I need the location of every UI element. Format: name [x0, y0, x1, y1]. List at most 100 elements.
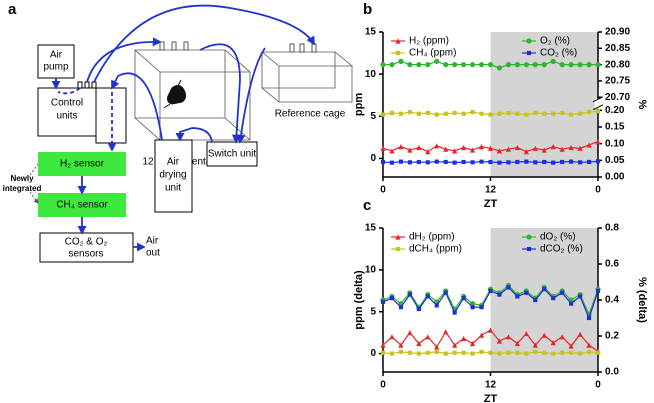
- marker: [452, 62, 458, 68]
- marker: [416, 159, 421, 165]
- marker: [488, 159, 493, 165]
- marker: [487, 62, 494, 68]
- marker: [496, 148, 503, 154]
- y-tick-label: 15: [365, 27, 377, 38]
- marker: [407, 147, 413, 153]
- marker: [425, 294, 430, 299]
- cage-label: Reference cage: [275, 109, 346, 120]
- marker: [586, 110, 592, 115]
- marker: [515, 111, 520, 116]
- marker: [479, 349, 484, 354]
- marker: [461, 144, 467, 151]
- marker: [389, 351, 395, 356]
- marker: [523, 330, 529, 337]
- marker: [452, 342, 458, 348]
- y2-tick-label: 0.00: [605, 172, 625, 183]
- marker: [452, 350, 457, 355]
- marker: [407, 160, 412, 165]
- marker: [434, 58, 440, 64]
- marker: [443, 111, 448, 116]
- marker: [569, 112, 574, 117]
- ch4-sensor-box: [38, 193, 126, 217]
- marker: [395, 234, 401, 240]
- marker: [398, 305, 403, 310]
- x-tick-label: 12: [485, 380, 497, 391]
- box-label: sensors: [68, 249, 103, 260]
- box-label: Air: [50, 50, 63, 61]
- marker: [560, 290, 565, 295]
- marker: [416, 340, 422, 347]
- marker: [416, 62, 422, 68]
- marker: [578, 111, 583, 116]
- y-tick-label: 5: [370, 306, 376, 317]
- y2-tick-label: 0.15: [605, 122, 625, 133]
- marker: [425, 160, 430, 165]
- axis-break: [592, 96, 604, 111]
- switch-unit-box: [206, 141, 258, 167]
- marker: [577, 331, 583, 337]
- marker: [398, 159, 403, 164]
- marker: [497, 111, 502, 116]
- marker: [526, 246, 532, 252]
- marker: [560, 159, 565, 165]
- marker: [469, 301, 476, 307]
- x-tick-label: 0: [380, 380, 386, 391]
- box-label: CO₂ & O₂: [65, 237, 108, 248]
- marker: [470, 351, 475, 356]
- marker: [488, 350, 493, 355]
- marker: [595, 62, 601, 68]
- marker: [542, 350, 547, 355]
- box-label: units: [56, 111, 77, 122]
- y2-tick-label: 0.05: [605, 155, 625, 166]
- y2-tick-label: 20.90: [605, 27, 630, 38]
- marker: [434, 303, 439, 308]
- marker: [478, 62, 485, 68]
- marker: [407, 62, 413, 68]
- marker: [461, 350, 466, 355]
- marker: [550, 58, 556, 64]
- marker: [505, 334, 512, 340]
- marker: [470, 160, 475, 165]
- marker: [496, 65, 503, 71]
- y2-tick-label: 20.70: [605, 92, 630, 103]
- shaded-region: [490, 32, 598, 177]
- co2-o2-sensors-box: [39, 232, 134, 263]
- marker: [461, 62, 467, 68]
- legend-label: CO₂ (%): [540, 48, 577, 59]
- box-label: CH₄ sensor: [56, 200, 108, 211]
- marker: [380, 342, 386, 348]
- marker: [478, 144, 485, 150]
- x-tick-label: 0: [595, 185, 601, 196]
- marker: [505, 146, 512, 152]
- box-label: Switch unit: [208, 149, 257, 160]
- box-label: pump: [43, 62, 68, 73]
- marker: [515, 159, 520, 165]
- x-tick-label: 12: [485, 185, 497, 196]
- marker: [532, 62, 538, 68]
- marker: [586, 159, 592, 165]
- marker: [395, 50, 401, 56]
- box-label: Air: [167, 157, 180, 168]
- legend-label: dCH₄ (ppm): [409, 244, 462, 255]
- panel-label: a: [8, 1, 17, 18]
- marker: [526, 234, 532, 240]
- marker: [533, 297, 538, 303]
- marker: [532, 342, 538, 348]
- marker: [586, 62, 592, 68]
- legend-label: dO₂ (%): [540, 232, 576, 243]
- marker: [434, 344, 440, 350]
- x-axis-label: ZT: [484, 393, 498, 403]
- marker: [586, 142, 592, 148]
- legend-label: dH₂ (ppm): [409, 232, 455, 243]
- marker: [551, 111, 556, 116]
- air-out-label: out: [146, 248, 160, 259]
- marker: [506, 285, 511, 290]
- marker: [398, 111, 403, 116]
- panel-label: b: [363, 1, 372, 18]
- marker: [416, 351, 421, 356]
- marker: [595, 138, 601, 145]
- marker: [479, 305, 484, 310]
- marker: [523, 149, 529, 155]
- marker: [514, 340, 520, 347]
